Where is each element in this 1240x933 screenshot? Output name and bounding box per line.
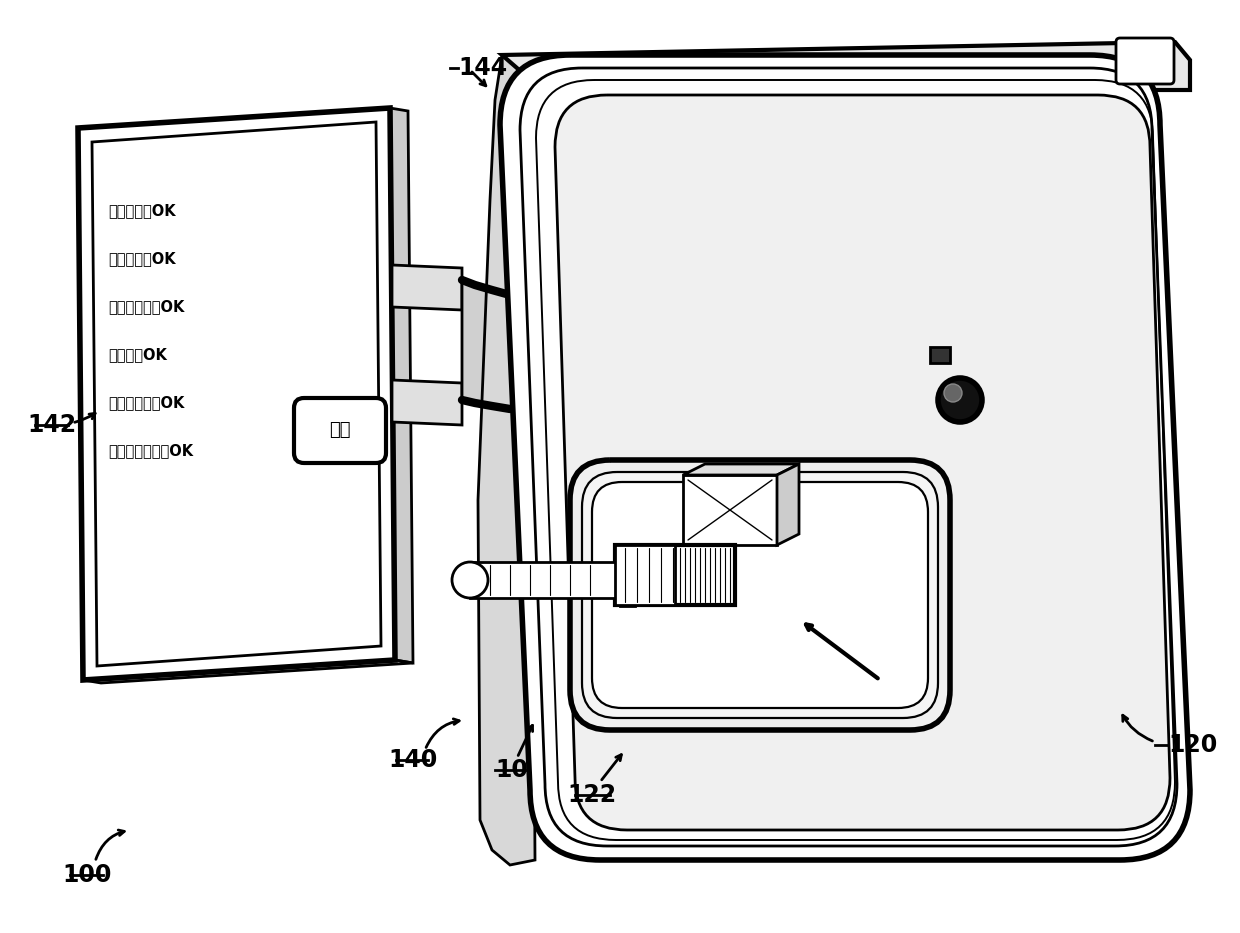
Text: 条形码读取器：OK: 条形码读取器：OK <box>108 443 193 458</box>
Text: 血液传感器：OK: 血液传感器：OK <box>108 299 185 314</box>
Text: 10: 10 <box>496 758 528 782</box>
Text: 100: 100 <box>62 863 112 887</box>
FancyBboxPatch shape <box>930 347 950 363</box>
Text: 140: 140 <box>388 748 438 772</box>
Text: 真空接口：OK: 真空接口：OK <box>108 203 176 218</box>
Polygon shape <box>502 42 1190 90</box>
PathPatch shape <box>582 472 937 718</box>
Polygon shape <box>463 280 510 409</box>
PathPatch shape <box>570 460 950 730</box>
Text: 服务値：OK: 服务値：OK <box>108 347 167 362</box>
Polygon shape <box>78 108 396 680</box>
Polygon shape <box>615 545 675 605</box>
Text: 144: 144 <box>458 56 507 80</box>
Polygon shape <box>777 464 799 545</box>
Text: 开始: 开始 <box>330 421 351 439</box>
Polygon shape <box>615 545 735 605</box>
Circle shape <box>944 384 962 402</box>
FancyBboxPatch shape <box>294 398 386 463</box>
PathPatch shape <box>591 482 928 708</box>
Polygon shape <box>683 475 777 545</box>
Polygon shape <box>92 122 381 666</box>
Text: 142: 142 <box>27 413 77 437</box>
PathPatch shape <box>500 55 1190 860</box>
Polygon shape <box>470 562 620 598</box>
PathPatch shape <box>556 95 1171 830</box>
FancyBboxPatch shape <box>1116 38 1174 84</box>
Polygon shape <box>392 380 463 425</box>
Polygon shape <box>683 464 799 475</box>
Circle shape <box>937 378 982 422</box>
Polygon shape <box>620 554 635 606</box>
Polygon shape <box>392 265 463 310</box>
Text: 120: 120 <box>1168 733 1218 757</box>
Circle shape <box>453 562 489 598</box>
Polygon shape <box>477 55 534 865</box>
Text: 122: 122 <box>568 783 616 807</box>
Text: 混合检查：OK: 混合检查：OK <box>108 251 176 266</box>
Text: 加热器温度：OK: 加热器温度：OK <box>108 395 185 410</box>
Polygon shape <box>83 660 413 683</box>
Polygon shape <box>391 108 413 663</box>
